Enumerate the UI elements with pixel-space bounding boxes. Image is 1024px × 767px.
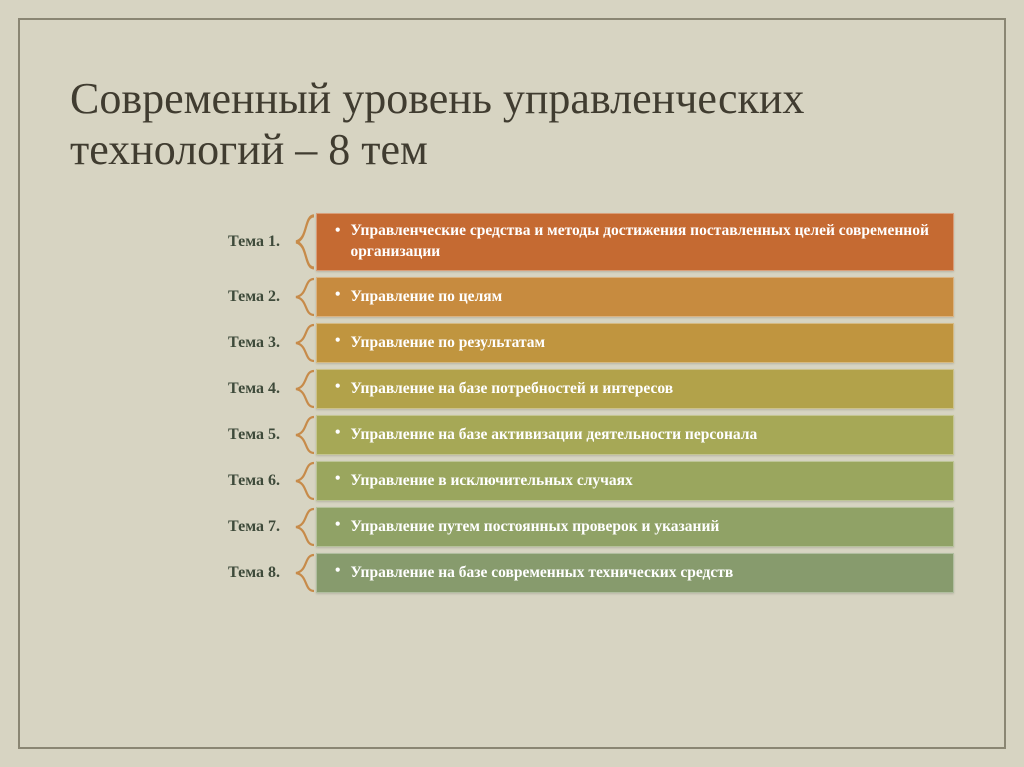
topic-row: Тема 2. • Управление по целям xyxy=(70,277,954,317)
topic-text: Управленческие средства и методы достиже… xyxy=(350,221,941,263)
topic-label: Тема 2. xyxy=(70,277,290,317)
topic-row: Тема 5. • Управление на базе активизации … xyxy=(70,415,954,455)
brace-icon xyxy=(290,277,316,317)
bullet-icon: • xyxy=(335,331,340,352)
topic-bar: • Управление по результатам xyxy=(316,323,954,363)
topic-text: Управление путем постоянных проверок и у… xyxy=(350,517,941,538)
topic-label: Тема 7. xyxy=(70,507,290,547)
topic-label: Тема 6. xyxy=(70,461,290,501)
topic-row: Тема 1. • Управленческие средства и метод… xyxy=(70,213,954,271)
bullet-icon: • xyxy=(335,285,340,306)
topic-text: Управление на базе современных техническ… xyxy=(350,563,941,584)
brace-icon xyxy=(290,553,316,593)
topic-bar: • Управление путем постоянных проверок и… xyxy=(316,507,954,547)
topic-bar: • Управление по целям xyxy=(316,277,954,317)
topic-bar: • Управление в исключительных случаях xyxy=(316,461,954,501)
brace-icon xyxy=(290,415,316,455)
bullet-icon: • xyxy=(335,561,340,582)
topic-label: Тема 5. xyxy=(70,415,290,455)
topic-bar: • Управление на базе современных техниче… xyxy=(316,553,954,593)
brace-icon xyxy=(290,461,316,501)
topic-label: Тема 1. xyxy=(70,213,290,271)
topic-text: Управление на базе потребностей и интере… xyxy=(350,379,941,400)
slide-title: Современный уровень управленческих техно… xyxy=(70,74,954,175)
topic-text: Управление в исключительных случаях xyxy=(350,471,941,492)
topic-row: Тема 8. • Управление на базе современных … xyxy=(70,553,954,593)
topic-text: Управление по результатам xyxy=(350,333,941,354)
bullet-icon: • xyxy=(335,423,340,444)
slide-frame: Современный уровень управленческих техно… xyxy=(18,18,1006,749)
topic-row: Тема 3. • Управление по результатам xyxy=(70,323,954,363)
topic-row: Тема 4. • Управление на базе потребностей… xyxy=(70,369,954,409)
brace-icon xyxy=(290,213,316,271)
topic-row: Тема 7. • Управление путем постоянных про… xyxy=(70,507,954,547)
topic-label: Тема 3. xyxy=(70,323,290,363)
topics-list: Тема 1. • Управленческие средства и метод… xyxy=(70,213,954,593)
topic-bar: • Управление на базе потребностей и инте… xyxy=(316,369,954,409)
topic-label: Тема 8. xyxy=(70,553,290,593)
bullet-icon: • xyxy=(335,469,340,490)
brace-icon xyxy=(290,369,316,409)
brace-icon xyxy=(290,507,316,547)
topic-text: Управление на базе активизации деятельно… xyxy=(350,425,941,446)
topic-label: Тема 4. xyxy=(70,369,290,409)
topic-row: Тема 6. • Управление в исключительных слу… xyxy=(70,461,954,501)
topic-text: Управление по целям xyxy=(350,287,941,308)
bullet-icon: • xyxy=(335,221,340,242)
topic-bar: • Управление на базе активизации деятель… xyxy=(316,415,954,455)
bullet-icon: • xyxy=(335,377,340,398)
bullet-icon: • xyxy=(335,515,340,536)
topic-bar: • Управленческие средства и методы дости… xyxy=(316,213,954,271)
brace-icon xyxy=(290,323,316,363)
